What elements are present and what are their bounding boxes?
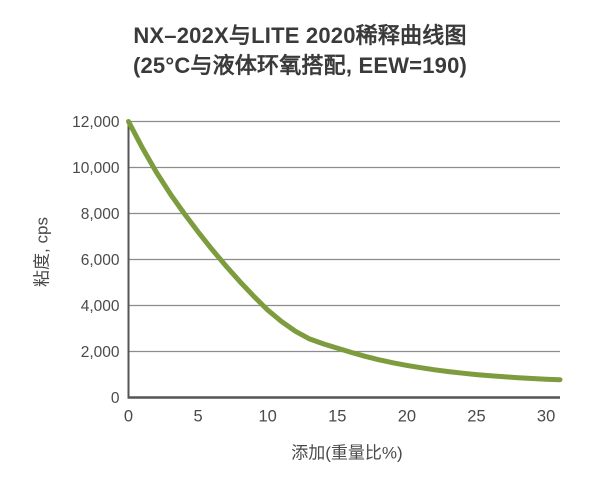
x-tick-label-30: 30 [537, 408, 555, 426]
x-tick-label-25: 25 [467, 408, 485, 426]
y-tick-label-0: 0 [111, 390, 120, 407]
chart-subtitle: (25°C与液体环氧搭配, EEW=190) [132, 53, 468, 78]
y-tick-label-8000: 8,000 [81, 206, 120, 223]
chart-title: NX–202X与LITE 2020稀释曲线图 [133, 23, 467, 48]
y-tick-label-2000: 2,000 [81, 344, 120, 361]
x-tick-label-5: 5 [194, 408, 203, 426]
y-tick-label-4000: 4,000 [81, 298, 120, 315]
series-curve [126, 119, 563, 383]
x-tick-label-10: 10 [259, 408, 277, 426]
y-tick-label-10000: 10,000 [72, 160, 120, 177]
y-tick-label-12000: 12,000 [72, 114, 120, 131]
x-axis-title: 添加(重量比%) [291, 443, 403, 463]
x-tick-label-20: 20 [398, 408, 416, 426]
y-tick-label-6000: 6,000 [81, 252, 120, 269]
x-tick-label-0: 0 [124, 408, 133, 426]
x-tick-label-15: 15 [328, 408, 346, 426]
